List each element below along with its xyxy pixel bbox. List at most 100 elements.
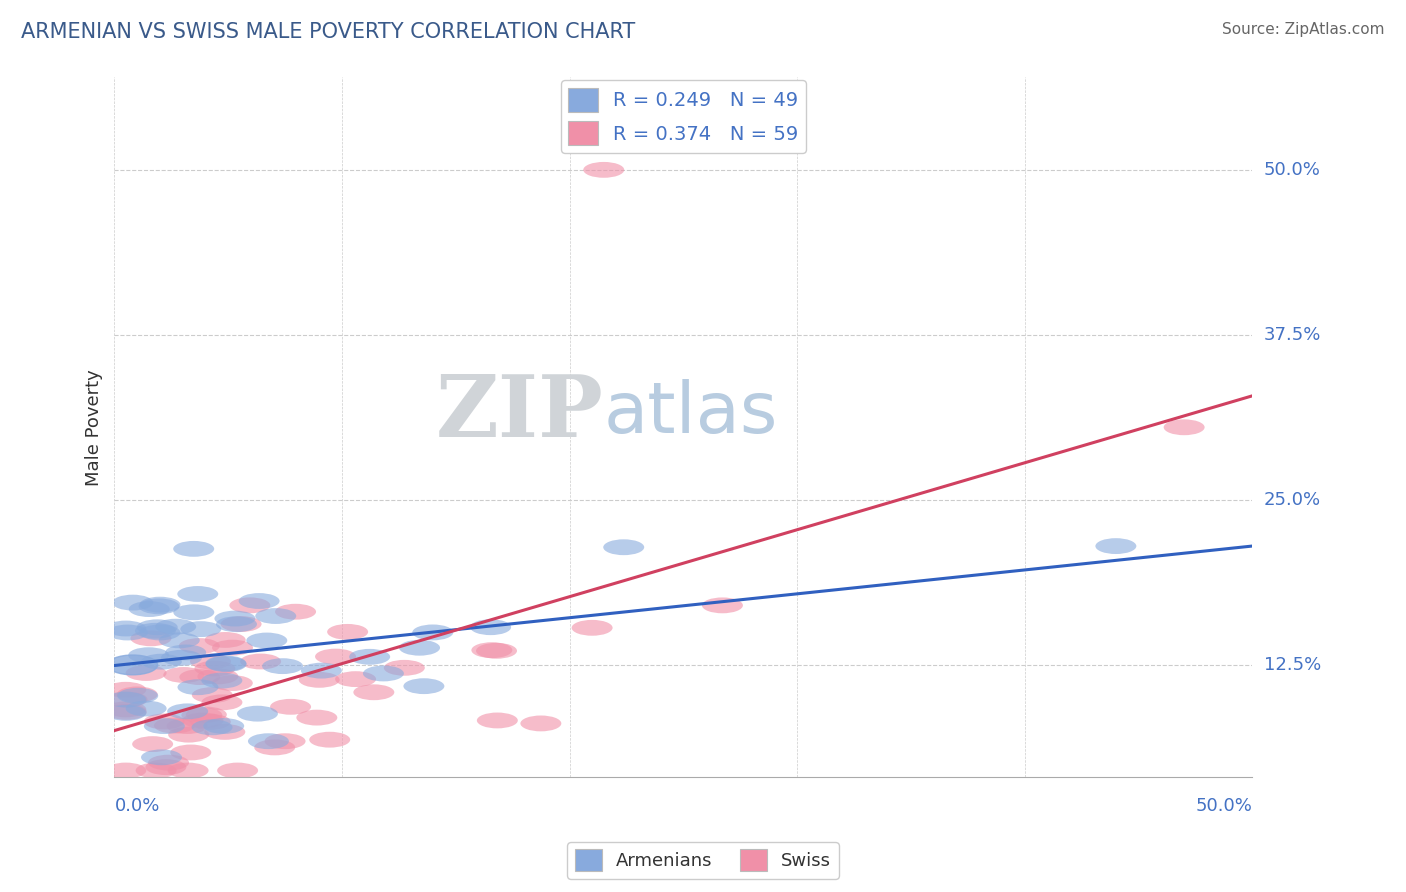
- Ellipse shape: [204, 724, 245, 739]
- Ellipse shape: [384, 660, 425, 676]
- Ellipse shape: [349, 648, 389, 665]
- Ellipse shape: [145, 759, 187, 775]
- Legend: Armenians, Swiss: Armenians, Swiss: [568, 842, 838, 879]
- Ellipse shape: [201, 695, 242, 710]
- Ellipse shape: [191, 687, 233, 703]
- Ellipse shape: [139, 624, 180, 640]
- Ellipse shape: [353, 684, 394, 700]
- Ellipse shape: [183, 713, 224, 729]
- Text: 12.5%: 12.5%: [1264, 656, 1322, 674]
- Ellipse shape: [309, 731, 350, 747]
- Ellipse shape: [315, 648, 356, 665]
- Ellipse shape: [190, 654, 231, 669]
- Ellipse shape: [412, 624, 453, 640]
- Ellipse shape: [105, 621, 146, 636]
- Ellipse shape: [363, 665, 404, 681]
- Ellipse shape: [155, 718, 195, 733]
- Ellipse shape: [240, 654, 281, 669]
- Ellipse shape: [105, 701, 146, 717]
- Ellipse shape: [105, 704, 146, 720]
- Ellipse shape: [1164, 419, 1205, 435]
- Ellipse shape: [129, 601, 170, 617]
- Ellipse shape: [177, 680, 218, 695]
- Ellipse shape: [163, 667, 204, 683]
- Ellipse shape: [165, 645, 207, 660]
- Ellipse shape: [197, 668, 238, 684]
- Ellipse shape: [180, 621, 221, 637]
- Ellipse shape: [239, 593, 280, 609]
- Ellipse shape: [141, 749, 181, 765]
- Ellipse shape: [477, 643, 517, 658]
- Ellipse shape: [139, 597, 180, 613]
- Text: 0.0%: 0.0%: [114, 797, 160, 815]
- Ellipse shape: [471, 642, 512, 658]
- Ellipse shape: [256, 608, 297, 624]
- Ellipse shape: [583, 162, 624, 178]
- Text: 50.0%: 50.0%: [1195, 797, 1253, 815]
- Ellipse shape: [297, 710, 337, 725]
- Ellipse shape: [105, 705, 146, 721]
- Ellipse shape: [179, 638, 219, 654]
- Ellipse shape: [143, 714, 184, 730]
- Ellipse shape: [335, 671, 375, 687]
- Text: 37.5%: 37.5%: [1264, 326, 1322, 344]
- Ellipse shape: [702, 598, 742, 614]
- Ellipse shape: [169, 727, 209, 742]
- Ellipse shape: [247, 733, 288, 749]
- Y-axis label: Male Poverty: Male Poverty: [86, 369, 103, 485]
- Ellipse shape: [221, 616, 262, 632]
- Ellipse shape: [254, 739, 295, 756]
- Ellipse shape: [186, 706, 226, 723]
- Ellipse shape: [201, 673, 242, 689]
- Ellipse shape: [167, 763, 208, 779]
- Ellipse shape: [270, 699, 311, 714]
- Ellipse shape: [191, 719, 232, 735]
- Legend: R = 0.249   N = 49, R = 0.374   N = 59: R = 0.249 N = 49, R = 0.374 N = 59: [561, 80, 806, 153]
- Ellipse shape: [139, 599, 180, 615]
- Ellipse shape: [125, 665, 166, 681]
- Ellipse shape: [470, 619, 512, 635]
- Ellipse shape: [603, 540, 644, 555]
- Ellipse shape: [262, 658, 304, 674]
- Ellipse shape: [143, 718, 184, 734]
- Ellipse shape: [105, 691, 146, 707]
- Ellipse shape: [477, 713, 517, 729]
- Ellipse shape: [328, 624, 368, 640]
- Ellipse shape: [148, 755, 188, 771]
- Ellipse shape: [135, 763, 177, 779]
- Ellipse shape: [298, 672, 340, 688]
- Ellipse shape: [173, 605, 214, 620]
- Ellipse shape: [520, 715, 561, 731]
- Ellipse shape: [229, 598, 270, 614]
- Ellipse shape: [276, 604, 316, 620]
- Ellipse shape: [128, 648, 169, 663]
- Text: ZIP: ZIP: [436, 371, 603, 455]
- Ellipse shape: [105, 763, 146, 779]
- Ellipse shape: [112, 595, 153, 610]
- Ellipse shape: [217, 763, 259, 779]
- Ellipse shape: [131, 631, 172, 646]
- Ellipse shape: [1095, 538, 1136, 554]
- Text: Source: ZipAtlas.com: Source: ZipAtlas.com: [1222, 22, 1385, 37]
- Ellipse shape: [170, 745, 211, 760]
- Text: 50.0%: 50.0%: [1264, 161, 1320, 179]
- Ellipse shape: [572, 620, 613, 636]
- Ellipse shape: [190, 714, 231, 730]
- Ellipse shape: [212, 675, 253, 691]
- Ellipse shape: [301, 663, 342, 679]
- Text: atlas: atlas: [603, 379, 778, 448]
- Ellipse shape: [107, 691, 148, 707]
- Ellipse shape: [194, 661, 235, 676]
- Ellipse shape: [135, 623, 176, 639]
- Text: ARMENIAN VS SWISS MALE POVERTY CORRELATION CHART: ARMENIAN VS SWISS MALE POVERTY CORRELATI…: [21, 22, 636, 42]
- Ellipse shape: [246, 632, 287, 648]
- Ellipse shape: [141, 654, 181, 670]
- Ellipse shape: [205, 657, 246, 672]
- Ellipse shape: [167, 704, 208, 719]
- Ellipse shape: [125, 700, 166, 716]
- Ellipse shape: [173, 541, 214, 557]
- Ellipse shape: [264, 733, 305, 749]
- Ellipse shape: [136, 619, 177, 635]
- Ellipse shape: [155, 619, 197, 634]
- Ellipse shape: [108, 655, 157, 675]
